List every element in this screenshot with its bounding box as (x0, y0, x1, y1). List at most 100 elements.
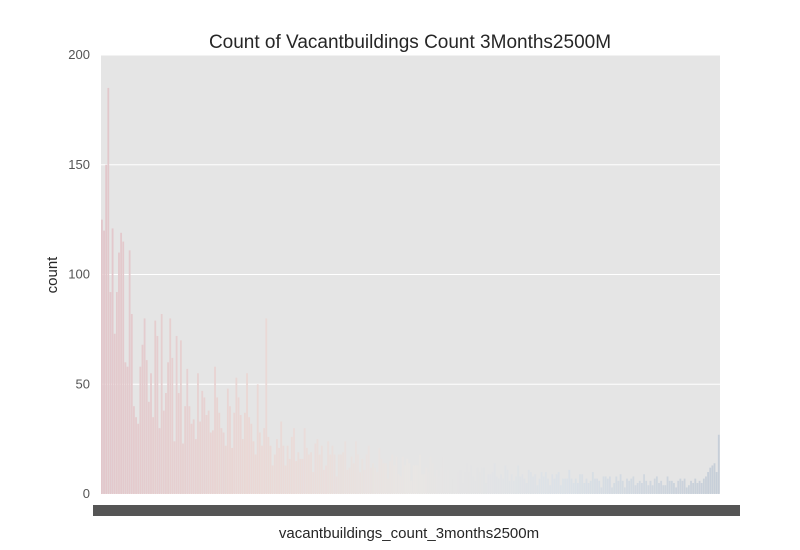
bar (581, 474, 584, 494)
bar (442, 456, 445, 495)
bar (290, 436, 293, 494)
bar (325, 465, 327, 494)
bar (615, 476, 618, 494)
bar (226, 388, 229, 494)
bar (350, 456, 353, 495)
bar (165, 393, 167, 494)
bar (707, 472, 709, 494)
bar (318, 454, 321, 494)
bar (316, 439, 319, 495)
bar (160, 314, 163, 494)
bar (384, 463, 387, 494)
bar (229, 406, 231, 494)
bar (372, 463, 374, 494)
bar (395, 456, 398, 495)
bar (327, 441, 330, 494)
bar (596, 478, 599, 494)
bar (312, 472, 315, 494)
bar (453, 461, 455, 494)
bar (594, 478, 596, 494)
bar (137, 423, 140, 494)
bar (696, 483, 699, 494)
bar (133, 406, 135, 494)
bar (109, 292, 112, 494)
bar (303, 428, 306, 494)
bar (598, 480, 601, 494)
bar (406, 458, 409, 494)
bar (150, 373, 152, 494)
bar (675, 487, 677, 494)
bar (233, 412, 236, 494)
bar (231, 447, 234, 494)
bar (252, 441, 255, 494)
bar (416, 465, 419, 494)
bar (286, 445, 289, 494)
bar (169, 318, 172, 494)
bar (216, 397, 219, 494)
bar (670, 480, 673, 494)
bar (267, 436, 270, 494)
bar (448, 474, 451, 494)
bar (493, 463, 496, 494)
bar (365, 454, 368, 494)
bar (173, 441, 176, 494)
bar (626, 478, 628, 494)
bar (538, 478, 541, 494)
bar (203, 397, 206, 494)
bar (713, 463, 716, 494)
bar (188, 406, 191, 494)
bar (512, 480, 515, 494)
bar (551, 474, 554, 494)
bar (357, 454, 359, 494)
bar (579, 474, 581, 494)
bar (702, 478, 705, 494)
bar (534, 474, 537, 494)
bar (630, 478, 633, 494)
bar (549, 485, 552, 494)
bar (564, 478, 566, 494)
bar (508, 480, 511, 494)
bar (444, 472, 447, 494)
bar (425, 467, 428, 494)
bar (504, 465, 507, 494)
bar (288, 458, 291, 494)
bar (547, 478, 549, 494)
bar (162, 410, 165, 494)
bar (361, 458, 364, 494)
bar (199, 421, 201, 494)
bar (205, 414, 208, 494)
bar (621, 480, 624, 494)
bar (408, 463, 411, 494)
bar (235, 377, 238, 494)
bar (186, 368, 189, 494)
bar (141, 344, 144, 494)
bar (308, 454, 310, 494)
bar (664, 485, 667, 494)
bar (487, 474, 490, 494)
bar (124, 362, 127, 494)
bar (685, 487, 688, 494)
bar (126, 366, 129, 494)
bar (510, 474, 513, 494)
bar (314, 443, 317, 494)
bar (491, 472, 494, 494)
bar (687, 485, 690, 494)
bar (574, 478, 577, 494)
bar (681, 480, 684, 494)
y-tick-label: 150 (68, 157, 90, 172)
bar (399, 476, 402, 494)
bar (677, 480, 680, 494)
bar (419, 454, 421, 494)
bar (241, 439, 244, 495)
bar (397, 474, 400, 494)
bar (647, 485, 650, 494)
bar (559, 485, 562, 494)
bar (352, 463, 355, 494)
bar (532, 476, 534, 494)
bar (636, 483, 639, 494)
bar (666, 476, 669, 494)
bar (194, 439, 197, 495)
bar (576, 483, 579, 494)
bar (457, 472, 460, 494)
